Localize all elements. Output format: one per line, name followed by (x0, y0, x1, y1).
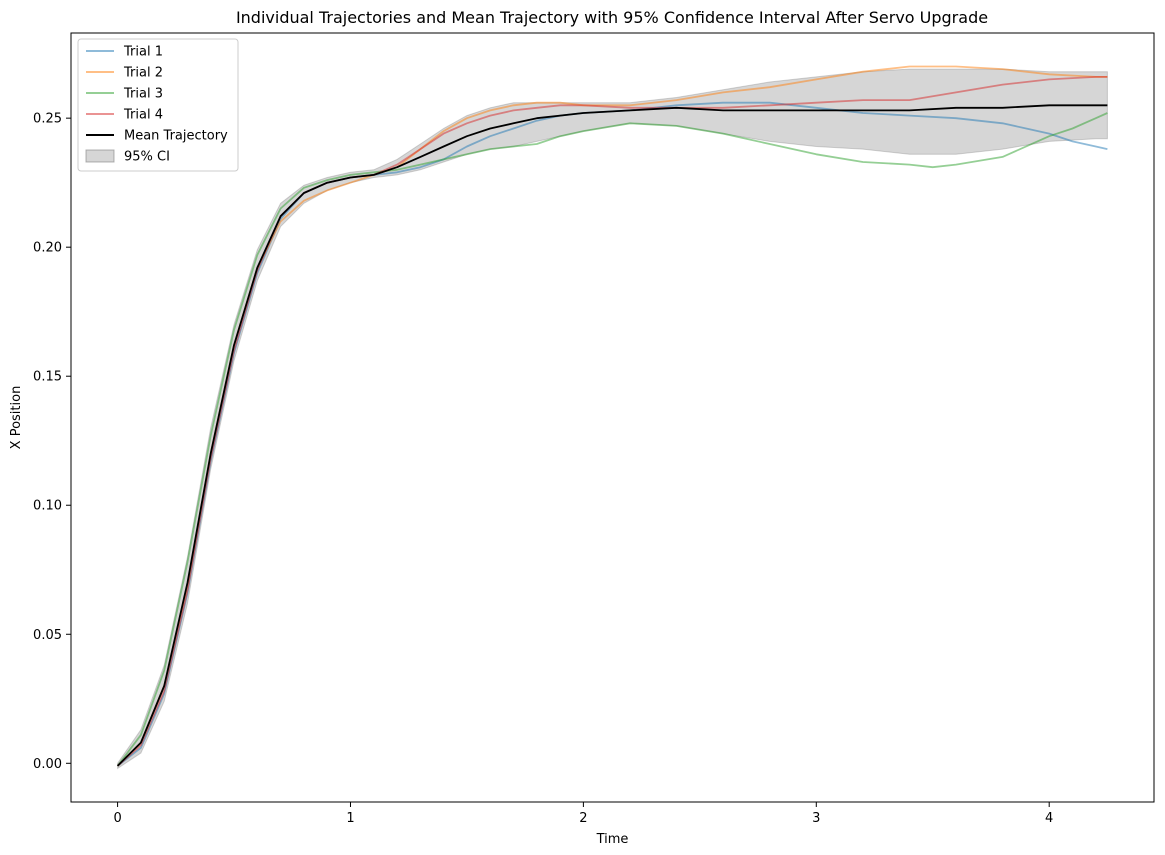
chart-title: Individual Trajectories and Mean Traject… (236, 8, 988, 27)
legend-box (77, 38, 239, 172)
series-line-trial-3 (116, 112, 1108, 767)
legend-label: Mean Trajectory (124, 129, 228, 144)
x-tick-label: 4 (1045, 811, 1053, 826)
series-line-trial-2 (116, 65, 1108, 767)
series-layer (116, 65, 1108, 767)
y-axis-label: X Position (9, 386, 24, 450)
legend-label: Trial 4 (123, 108, 163, 123)
legend-label: Trial 2 (123, 66, 163, 81)
x-tick-label: 1 (346, 811, 354, 826)
y-tick-label: 0.00 (33, 757, 62, 772)
legend-label: 95% CI (124, 150, 170, 165)
x-tick-label: 0 (113, 811, 121, 826)
y-tick-label: 0.15 (33, 370, 62, 385)
series-line-trial-1 (117, 101, 1108, 767)
y-tick-label: 0.20 (33, 241, 62, 256)
legend-label: Trial 3 (123, 87, 163, 102)
series-line-mean (116, 104, 1108, 767)
legend-swatch (85, 149, 115, 163)
x-axis: 0 1 2 3 4 (113, 802, 1053, 826)
y-tick-label: 0.25 (33, 112, 62, 127)
x-tick-label: 3 (812, 811, 820, 826)
legend: Trial 1 Trial 2 Trial 3 Trial 4 Mean Traject… (77, 38, 239, 172)
plot-area-frame (70, 32, 1155, 803)
legend-label: Trial 1 (123, 45, 163, 60)
y-axis: 0.00 0.05 0.10 0.15 0.20 0.25 (33, 112, 71, 772)
x-axis-label: Time (596, 832, 629, 847)
x-tick-label: 2 (579, 811, 587, 826)
confidence-band (117, 68, 1108, 770)
y-tick-label: 0.10 (33, 499, 62, 514)
series-line-trial-4 (117, 76, 1108, 767)
confidence-interval-layer (117, 68, 1108, 770)
y-tick-label: 0.05 (33, 628, 62, 643)
